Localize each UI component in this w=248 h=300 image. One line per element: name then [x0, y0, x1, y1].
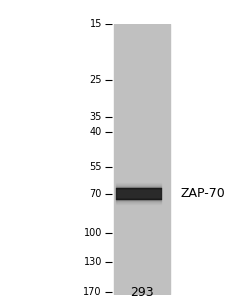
Text: 25: 25 — [90, 75, 102, 85]
Text: 55: 55 — [90, 162, 102, 172]
Text: ZAP-70: ZAP-70 — [180, 187, 225, 200]
Text: 35: 35 — [90, 112, 102, 122]
Text: 170: 170 — [83, 286, 102, 297]
Text: 40: 40 — [90, 127, 102, 137]
Text: 100: 100 — [84, 228, 102, 238]
Text: 70: 70 — [90, 189, 102, 199]
Text: 293: 293 — [130, 286, 154, 299]
Text: 15: 15 — [90, 19, 102, 29]
Text: 130: 130 — [84, 257, 102, 267]
